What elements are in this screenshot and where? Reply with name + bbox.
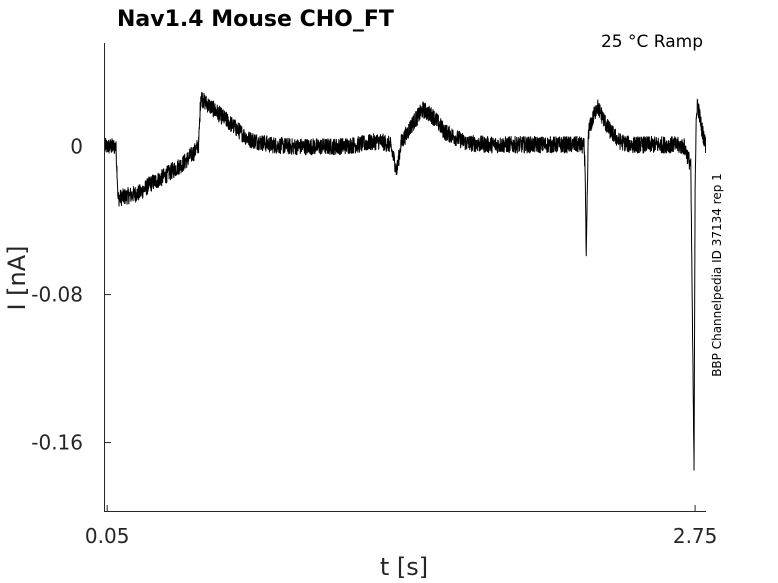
current-trace-line [105,91,706,471]
chart-subtitle: 25 °C Ramp [601,32,703,52]
chart-title: Nav1.4 Mouse CHO_FT [117,7,394,32]
y-tick-label: -0.08 [31,283,83,307]
x-axis-label: t [s] [380,553,428,581]
x-ticks: 0.05 2.75 [85,505,717,548]
x-tick-label: 0.05 [85,524,130,548]
y-ticks: 0 -0.08 -0.16 [31,135,111,455]
y-tick-label: 0 [70,135,83,159]
x-tick-label: 2.75 [673,524,718,548]
y-axis-label: I [nA] [3,245,31,310]
side-label: BBP Channelpedia ID 37134 rep 1 [710,173,724,377]
y-tick-label: -0.16 [31,431,83,455]
